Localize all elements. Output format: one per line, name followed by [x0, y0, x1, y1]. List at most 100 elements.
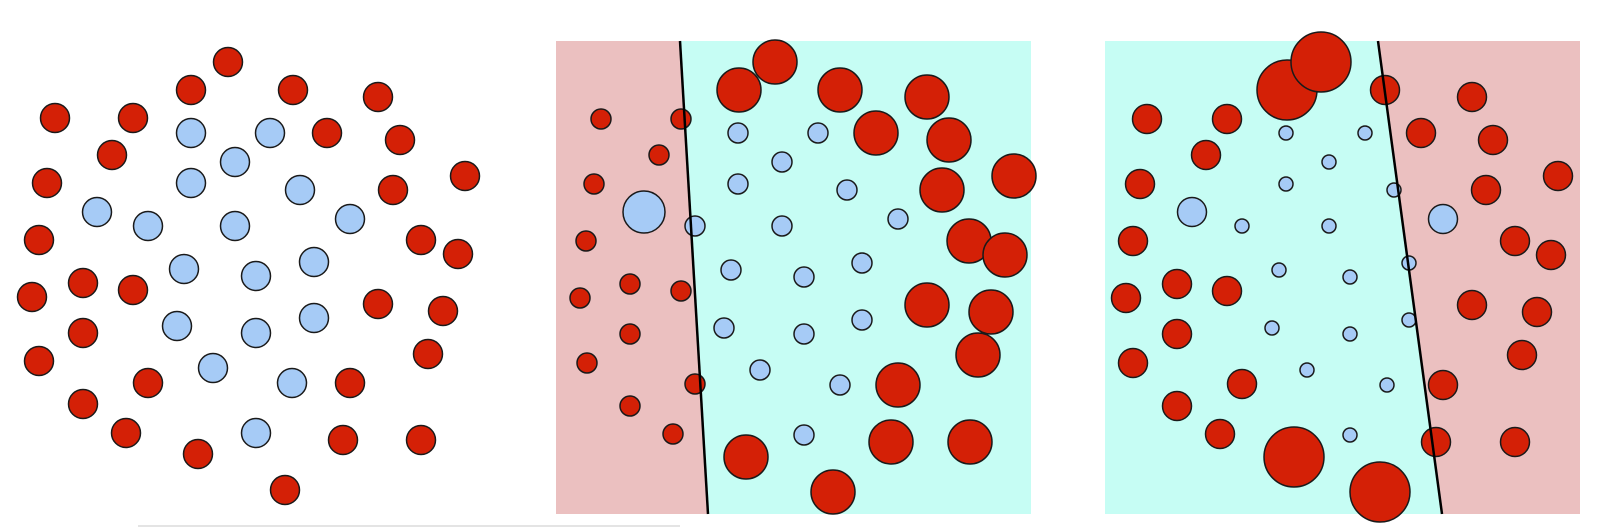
red-point-small: [684, 373, 706, 395]
blue-point: [81, 196, 113, 228]
red-point: [23, 345, 55, 377]
blue-point: [276, 367, 308, 399]
red-point-large: [723, 434, 769, 480]
red-point: [442, 238, 474, 270]
blue-point-tiny: [1278, 125, 1294, 141]
red-point: [277, 74, 309, 106]
red-point: [1190, 139, 1222, 171]
red-point-large: [853, 110, 899, 156]
blue-point-small: [720, 259, 742, 281]
red-point-xlarge: [1290, 31, 1352, 93]
red-point-large: [716, 67, 762, 113]
red-point: [39, 102, 71, 134]
red-point: [31, 167, 63, 199]
blue-point-small: [749, 359, 771, 381]
blue-point-tiny: [1299, 362, 1315, 378]
blue-point: [132, 210, 164, 242]
blue-point-small: [793, 266, 815, 288]
blue-point-tiny: [1234, 218, 1250, 234]
red-point: [1161, 318, 1193, 350]
red-point: [1506, 339, 1538, 371]
red-point: [1542, 160, 1574, 192]
red-point: [362, 288, 394, 320]
blue-point-small: [829, 374, 851, 396]
blue-point: [298, 246, 330, 278]
blue-point: [240, 260, 272, 292]
red-point-small: [619, 273, 641, 295]
blue-point: [175, 167, 207, 199]
red-point: [1161, 268, 1193, 300]
red-point: [16, 281, 48, 313]
blue-point-small: [851, 252, 873, 274]
blue-point: [197, 352, 229, 384]
red-point: [1470, 174, 1502, 206]
blue-point-small: [887, 208, 909, 230]
red-point: [1456, 81, 1488, 113]
panel-3-classified: [1105, 31, 1580, 523]
red-point: [1117, 347, 1149, 379]
blue-point: [1427, 203, 1459, 235]
blue-point-tiny: [1357, 125, 1373, 141]
red-point: [1117, 225, 1149, 257]
blue-point: [219, 146, 251, 178]
red-point: [1535, 239, 1567, 271]
red-point: [1521, 296, 1553, 328]
red-point-large: [982, 232, 1028, 278]
red-point: [1499, 426, 1531, 458]
panel-2-classified: [556, 39, 1037, 515]
blue-point: [1176, 196, 1208, 228]
red-point-small: [619, 323, 641, 345]
red-point: [1204, 418, 1236, 450]
blue-point-small: [684, 215, 706, 237]
blue-point-small: [836, 179, 858, 201]
blue-point-small: [793, 424, 815, 446]
red-point: [269, 474, 301, 506]
blue-point-small: [793, 323, 815, 345]
red-point: [1131, 103, 1163, 135]
red-point: [334, 367, 366, 399]
panel-1-scatter: [16, 46, 481, 506]
blue-point-small: [771, 215, 793, 237]
blue-point-tiny: [1342, 326, 1358, 342]
red-point: [405, 224, 437, 256]
blue-point-small: [727, 173, 749, 195]
red-point-large: [919, 167, 965, 213]
red-point: [377, 174, 409, 206]
red-point-large: [968, 289, 1014, 335]
blue-point-tiny: [1379, 377, 1395, 393]
red-point: [182, 438, 214, 470]
red-point-large: [810, 469, 856, 515]
red-point: [23, 224, 55, 256]
red-point-xlarge: [1263, 426, 1325, 488]
blue-point-small: [771, 151, 793, 173]
blue-point: [240, 417, 272, 449]
red-point: [110, 417, 142, 449]
blue-point-tiny: [1342, 427, 1358, 443]
blue-point-tiny: [1321, 218, 1337, 234]
red-point: [175, 74, 207, 106]
blue-point: [284, 174, 316, 206]
red-point: [1124, 168, 1156, 200]
red-point: [67, 388, 99, 420]
red-point: [1161, 390, 1193, 422]
red-point: [117, 274, 149, 306]
red-point: [405, 424, 437, 456]
red-point: [1110, 282, 1142, 314]
red-point: [1420, 426, 1452, 458]
red-point-small: [575, 230, 597, 252]
blue-point: [254, 117, 286, 149]
red-point-small: [590, 108, 612, 130]
blue-point-small: [713, 317, 735, 339]
decision-boundary-3: [1376, 40, 1444, 515]
blue-point-tiny: [1342, 269, 1358, 285]
blue-point-tiny: [1271, 262, 1287, 278]
red-point-large: [868, 419, 914, 465]
blue-point-tiny: [1321, 154, 1337, 170]
red-point-large: [875, 362, 921, 408]
red-point: [67, 317, 99, 349]
red-point: [1427, 369, 1459, 401]
blue-point: [219, 210, 251, 242]
red-point-large: [752, 39, 798, 85]
red-point-small: [576, 352, 598, 374]
